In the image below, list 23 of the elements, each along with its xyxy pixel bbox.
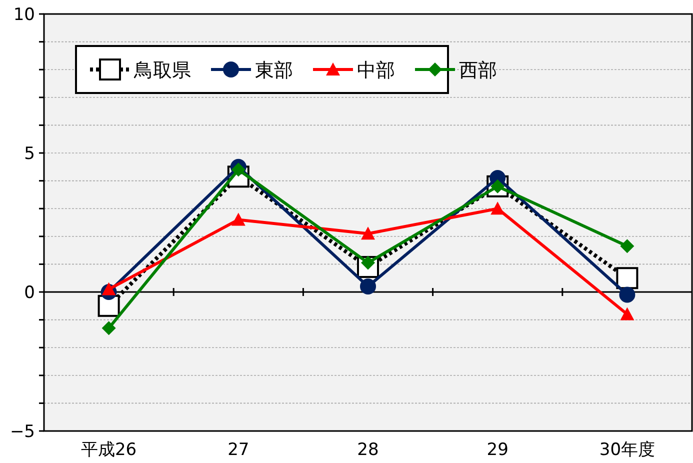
legend-label: 西部 — [459, 60, 497, 82]
point — [620, 307, 634, 320]
y-tick-label: 10 — [13, 5, 35, 25]
point — [361, 226, 375, 240]
point — [102, 321, 116, 336]
x-tick-label: 平成26 — [80, 440, 137, 460]
point — [620, 239, 634, 254]
x-tick-label: 29 — [486, 440, 508, 460]
legend-label: 中部 — [357, 60, 395, 82]
point — [360, 278, 376, 294]
y-tick-label: 5 — [24, 144, 35, 164]
point — [490, 202, 505, 215]
legend-label: 東部 — [255, 60, 293, 82]
y-tick-label: −5 — [10, 422, 35, 442]
point — [619, 286, 636, 303]
x-tick-label: 30年度 — [599, 440, 656, 460]
x-tick-label: 28 — [357, 440, 379, 460]
x-tick-label: 27 — [228, 440, 250, 460]
point — [231, 212, 246, 226]
legend-label: 鳥取県 — [133, 60, 191, 82]
point — [102, 282, 116, 296]
y-tick-label: 0 — [24, 283, 35, 303]
point — [616, 267, 638, 290]
